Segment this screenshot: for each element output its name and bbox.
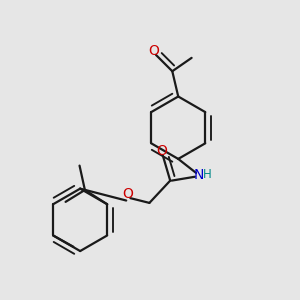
Text: N: N [193, 168, 204, 182]
Text: O: O [156, 145, 167, 158]
Text: O: O [122, 187, 133, 201]
Text: H: H [202, 168, 211, 181]
Text: O: O [149, 44, 160, 58]
